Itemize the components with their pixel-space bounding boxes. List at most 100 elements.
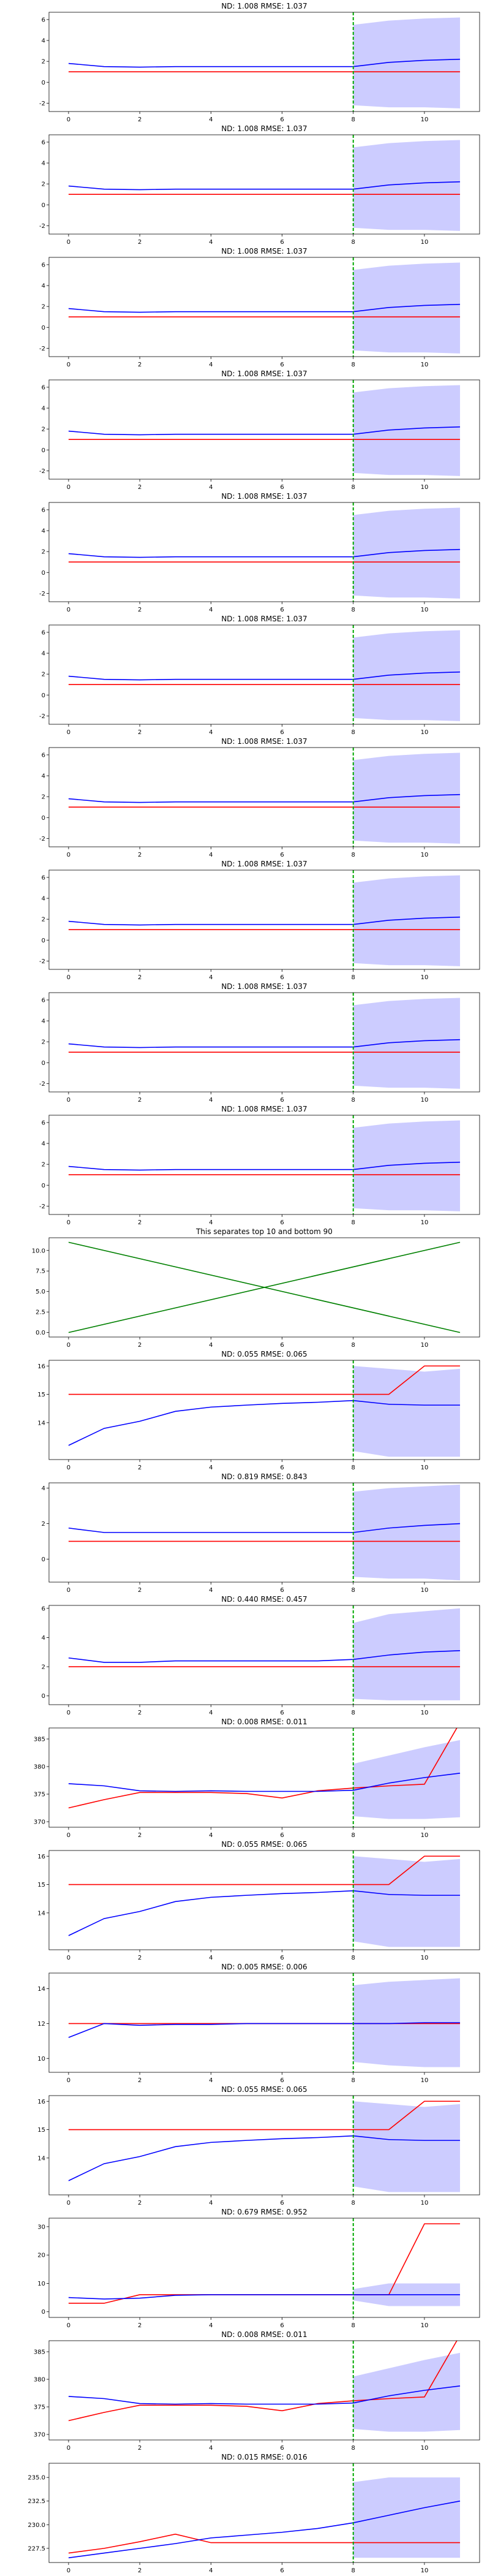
x-tick-label: 2 bbox=[138, 1464, 141, 1471]
y-tick-label: 14 bbox=[37, 2155, 45, 2162]
chart-panel-9: ND: 1.008 RMSE: 1.037 0 2 4 6 8 10 -2 0 2 4 6 bbox=[39, 982, 480, 1104]
y-tick-label: 370 bbox=[34, 2432, 45, 2439]
prediction-interval-band bbox=[353, 262, 461, 354]
prediction-interval-band bbox=[353, 2101, 461, 2192]
x-tick-label: 10 bbox=[421, 362, 429, 368]
x-tick-label: 4 bbox=[209, 362, 213, 368]
x-tick-label: 2 bbox=[138, 362, 141, 368]
y-tick-label: 0 bbox=[42, 325, 45, 331]
chart-title: ND: 0.015 RMSE: 0.016 bbox=[221, 2453, 307, 2461]
x-tick-label: 6 bbox=[280, 1342, 284, 1349]
x-tick-label: 0 bbox=[67, 729, 70, 736]
x-tick-label: 0 bbox=[67, 484, 70, 491]
prediction-line bbox=[68, 2500, 461, 2559]
x-tick-label: 2 bbox=[138, 607, 141, 613]
axes-frame bbox=[48, 2463, 480, 2563]
x-tick-label: 10 bbox=[421, 1219, 429, 1226]
axes-frame bbox=[48, 747, 480, 847]
x-tick-label: 8 bbox=[352, 116, 355, 123]
prediction-interval-band bbox=[353, 630, 461, 721]
x-tick-label: 2 bbox=[138, 2200, 141, 2207]
axes-frame bbox=[48, 502, 480, 602]
y-tick-label: 0 bbox=[42, 1693, 45, 1700]
x-tick-label: 6 bbox=[280, 2567, 284, 2574]
x-tick-label: 0 bbox=[67, 1710, 70, 1716]
x-tick-label: 4 bbox=[209, 1219, 213, 1226]
prediction-line bbox=[68, 2022, 461, 2038]
x-tick-label: 10 bbox=[421, 2322, 429, 2329]
plot-area bbox=[68, 625, 461, 724]
chart-panel-1: ND: 1.008 RMSE: 1.037 0 2 4 6 8 10 -2 0 2 4 6 bbox=[39, 2, 480, 123]
x-tick-label: 0 bbox=[67, 1955, 70, 1961]
y-tick-label: 0 bbox=[42, 80, 45, 86]
x-tick-label: 10 bbox=[421, 2077, 429, 2084]
x-tick-label: 10 bbox=[421, 1832, 429, 1839]
x-tick-label: 2 bbox=[138, 852, 141, 858]
chart-title: ND: 0.055 RMSE: 0.065 bbox=[221, 2085, 307, 2094]
prediction-interval-band bbox=[353, 2477, 461, 2558]
prediction-interval-band bbox=[353, 1608, 461, 1700]
plot-area bbox=[68, 12, 461, 112]
x-tick-label: 8 bbox=[352, 1832, 355, 1839]
chart-panel-10: ND: 1.008 RMSE: 1.037 0 2 4 6 8 10 -2 0 2 4 6 bbox=[39, 1105, 480, 1226]
y-tick-label: 6 bbox=[42, 384, 45, 391]
chart-panel-12: ND: 0.055 RMSE: 0.065 0 2 4 6 8 10 14 15 16 bbox=[37, 1350, 480, 1471]
plot-area bbox=[68, 748, 461, 847]
y-tick-label: 10 bbox=[37, 2056, 45, 2063]
y-tick-label: 0 bbox=[42, 938, 45, 944]
y-tick-label: 4 bbox=[42, 406, 45, 412]
x-tick-label: 8 bbox=[352, 607, 355, 613]
y-tick-label: 4 bbox=[42, 283, 45, 290]
x-tick-label: 4 bbox=[209, 974, 213, 981]
target-line bbox=[68, 1855, 461, 1885]
y-tick-label: 232.5 bbox=[28, 2498, 45, 2505]
chart-title: ND: 0.440 RMSE: 0.457 bbox=[221, 1595, 307, 1604]
chart-title: ND: 1.008 RMSE: 1.037 bbox=[221, 982, 307, 991]
x-tick-label: 2 bbox=[138, 2322, 141, 2329]
y-tick-label: 2 bbox=[42, 1039, 45, 1046]
x-tick-label: 6 bbox=[280, 2077, 284, 2084]
y-tick-label: 227.5 bbox=[28, 2545, 45, 2552]
axes-frame bbox=[48, 134, 480, 235]
x-tick-label: 0 bbox=[67, 852, 70, 858]
plot-area bbox=[68, 2341, 461, 2440]
chart-title: ND: 0.055 RMSE: 0.065 bbox=[221, 1840, 307, 1849]
x-tick-label: 6 bbox=[280, 974, 284, 981]
x-tick-label: 8 bbox=[352, 1342, 355, 1349]
y-tick-label: 380 bbox=[34, 1764, 45, 1771]
prediction-line bbox=[68, 181, 461, 191]
y-tick-label: 230.0 bbox=[28, 2522, 45, 2529]
chart-title: ND: 0.679 RMSE: 0.952 bbox=[221, 2208, 307, 2216]
chart-title: ND: 1.008 RMSE: 1.037 bbox=[221, 124, 307, 133]
target-line bbox=[68, 1365, 461, 1395]
x-tick-label: 0 bbox=[67, 1342, 70, 1349]
y-tick-label: 16 bbox=[37, 1854, 45, 1860]
y-tick-label: 0 bbox=[42, 447, 45, 454]
target-line bbox=[68, 2341, 458, 2422]
prediction-line bbox=[68, 916, 461, 926]
y-tick-label: -2 bbox=[39, 958, 45, 965]
y-tick-label: 0 bbox=[42, 692, 45, 699]
plot-area bbox=[68, 1115, 461, 1214]
x-tick-label: 10 bbox=[421, 2200, 429, 2207]
y-tick-label: 14 bbox=[37, 1986, 45, 1993]
separator-falling-line bbox=[68, 1241, 461, 1333]
x-tick-label: 4 bbox=[209, 1097, 213, 1104]
chart-title: ND: 1.008 RMSE: 1.037 bbox=[221, 737, 307, 746]
x-tick-label: 0 bbox=[67, 239, 70, 246]
axes-frame bbox=[48, 1850, 480, 1950]
x-tick-label: 2 bbox=[138, 1832, 141, 1839]
prediction-line bbox=[68, 1039, 461, 1048]
x-tick-label: 4 bbox=[209, 116, 213, 123]
plot-area bbox=[68, 1728, 461, 1827]
axes-frame bbox=[48, 1972, 480, 2073]
y-tick-label: 0 bbox=[42, 570, 45, 577]
y-tick-label: 4 bbox=[42, 1485, 45, 1492]
y-tick-label: 0 bbox=[42, 2309, 45, 2316]
x-tick-label: 8 bbox=[352, 1464, 355, 1471]
x-tick-label: 2 bbox=[138, 239, 141, 246]
prediction-interval-band bbox=[353, 875, 461, 966]
y-tick-label: -2 bbox=[39, 836, 45, 843]
target-line bbox=[68, 2533, 461, 2554]
x-tick-label: 8 bbox=[352, 362, 355, 368]
